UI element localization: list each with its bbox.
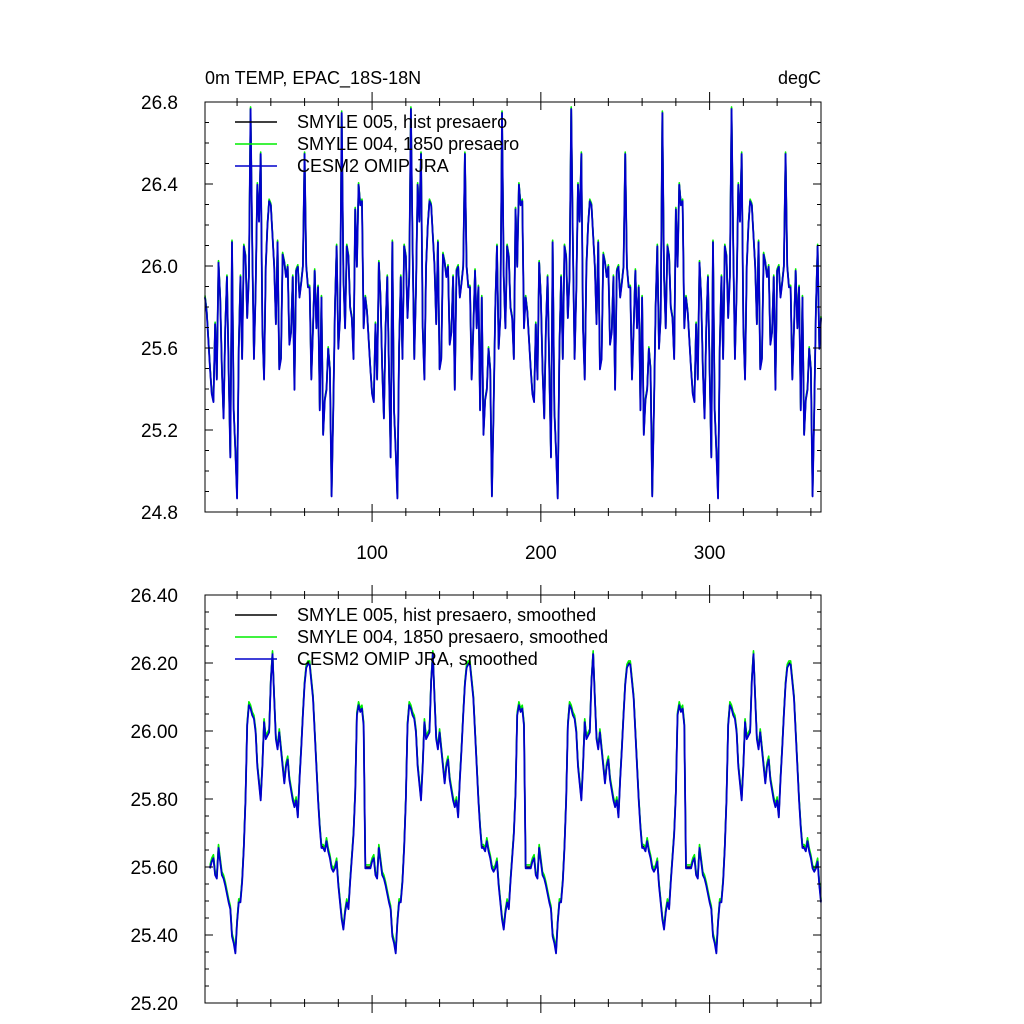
top-panel-title: 0m TEMP, EPAC_18S-18N [205, 68, 421, 89]
top-panel-x-tick-label: 300 [694, 543, 726, 564]
top-panel-x-tick-label: 100 [356, 543, 388, 564]
bottom-panel-y-tick-label: 26.40 [130, 586, 178, 607]
bottom-panel-y-tick-label: 25.40 [130, 926, 178, 947]
top-panel: 0m TEMP, EPAC_18S-18N degC 24.825.225.62… [141, 68, 822, 564]
bottom-panel-legend: SMYLE 005, hist presaero, smoothedSMYLE … [235, 605, 608, 669]
bottom-panel-series [209, 649, 822, 955]
top-panel-x-tick-label: 200 [525, 543, 557, 564]
bottom-panel-axes: 25.20 25.40 25.60 25.80 26.00 26.20 26.40 [130, 585, 822, 1015]
top-panel-y-tick-label: 25.6 [141, 339, 178, 360]
bottom-panel-legend-label-2: SMYLE 004, 1850 presaero, smoothed [297, 627, 608, 647]
bottom-panel-y-tick-label: 25.20 [130, 994, 178, 1015]
top-panel-y-tick-label: 26.4 [141, 175, 178, 196]
top-panel-series-line-3 [204, 108, 822, 500]
top-panel-legend-label-3: CESM2 OMIP JRA [297, 156, 449, 176]
bottom-panel-y-tick-label: 26.00 [130, 722, 178, 743]
bottom-panel-y-tick-label: 26.20 [130, 654, 178, 675]
bottom-panel-series-line-3 [209, 653, 822, 955]
top-panel-y-tick-label: 25.2 [141, 421, 178, 442]
top-panel-y-tick-label: 24.8 [141, 503, 178, 524]
bottom-panel-y-tick-label: 25.60 [130, 858, 178, 879]
top-panel-series [204, 106, 822, 500]
top-panel-y-tick-label: 26.0 [141, 257, 178, 278]
top-panel-y-tick-label: 26.8 [141, 93, 178, 114]
bottom-panel-legend-label-3: CESM2 OMIP JRA, smoothed [297, 649, 538, 669]
bottom-panel-y-tick-label: 25.80 [130, 790, 178, 811]
top-panel-legend-label-2: SMYLE 004, 1850 presaero [297, 134, 519, 154]
top-panel-units: degC [778, 68, 821, 88]
bottom-panel-legend-label-1: SMYLE 005, hist presaero, smoothed [297, 605, 596, 625]
top-panel-axes: 24.8 25.2 25.6 26.0 26.4 26.8 100 200 300 [141, 92, 822, 564]
bottom-panel: 25.20 25.40 25.60 25.80 26.00 26.20 26.40 SMYL… [130, 585, 822, 1015]
top-panel-legend-label-1: SMYLE 005, hist presaero [297, 112, 507, 132]
